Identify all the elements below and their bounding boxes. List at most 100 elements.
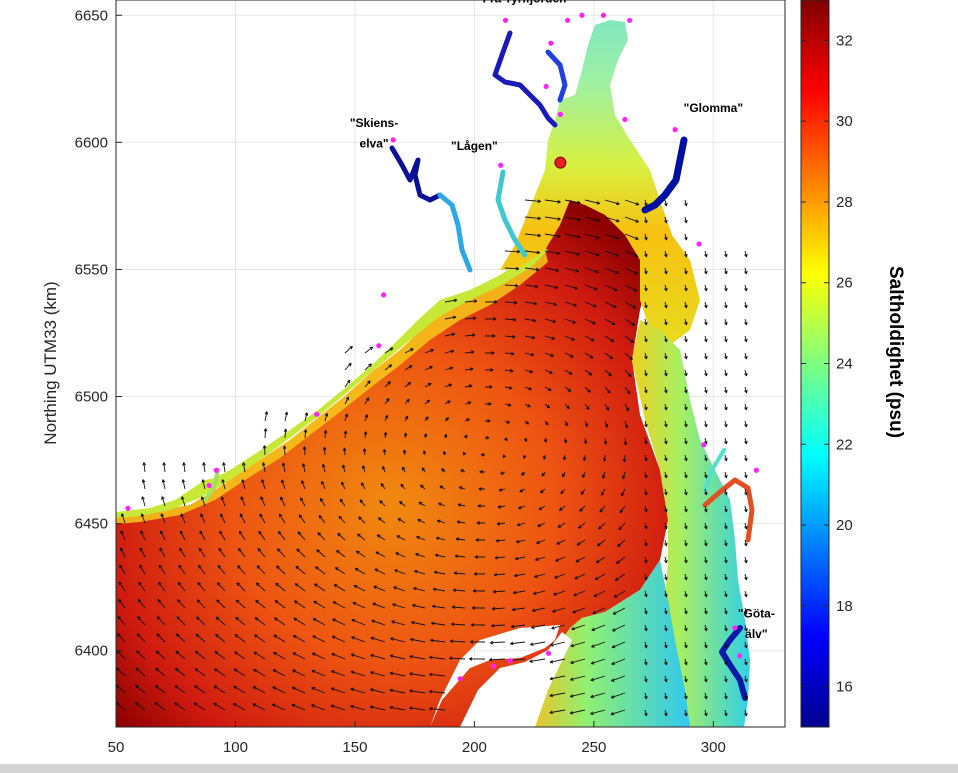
river-mouth-marker (543, 83, 549, 90)
current-arrow (338, 515, 346, 524)
current-arrowhead (623, 441, 628, 446)
current-arrow (233, 685, 246, 694)
current-arrow (121, 513, 126, 524)
current-arrowhead (158, 564, 163, 569)
current-arrow (139, 547, 146, 558)
current-arrow (161, 496, 166, 507)
current-arrowhead (664, 474, 668, 479)
current-arrowhead (280, 496, 284, 501)
current-arrowhead (511, 334, 516, 339)
current-arrowhead (614, 287, 618, 291)
current-arrow (333, 584, 346, 592)
current-arrowhead (174, 685, 179, 689)
current-arrowhead (311, 687, 315, 691)
current-arrowhead (215, 616, 220, 621)
current-arrowhead (704, 253, 708, 258)
current-arrowhead (724, 355, 728, 360)
current-arrowhead (664, 491, 668, 496)
current-arrow (624, 216, 639, 223)
current-arrowhead (630, 339, 635, 343)
current-arrowhead (119, 564, 123, 569)
current-arrow (584, 233, 600, 239)
current-arrow (604, 386, 611, 394)
current-arrowhead (724, 542, 728, 547)
current-arrowhead (432, 587, 437, 592)
current-arrow (193, 702, 206, 711)
current-arrowhead (400, 483, 404, 488)
current-arrow (260, 496, 266, 507)
current-arrowhead (161, 496, 165, 500)
current-arrowhead (493, 317, 497, 321)
current-arrowhead (478, 487, 482, 491)
current-arrow (118, 581, 126, 592)
current-arrowhead (596, 252, 600, 257)
current-arrow (610, 709, 626, 715)
current-arrow (120, 530, 126, 541)
current-arrowhead (575, 269, 579, 273)
current-arrow (389, 706, 406, 711)
current-arrowhead (724, 304, 728, 309)
current-arrow (604, 403, 610, 411)
current-arrowhead (590, 711, 594, 715)
current-arrowhead (624, 424, 629, 429)
current-arrowhead (427, 382, 432, 387)
current-arrow (233, 703, 246, 711)
current-arrow (344, 379, 351, 388)
current-arrowhead (430, 348, 434, 353)
current-arrowhead (574, 575, 579, 580)
current-arrowhead (431, 621, 435, 626)
current-arrowhead (435, 536, 440, 541)
current-arrowhead (292, 635, 297, 639)
current-arrowhead (664, 457, 668, 462)
current-arrowhead (533, 301, 538, 306)
current-arrowhead (704, 712, 708, 717)
river-mouth-marker (627, 17, 633, 23)
current-arrowhead (355, 550, 360, 555)
current-arrow (214, 668, 226, 677)
current-arrowhead (644, 610, 648, 615)
current-arrow (257, 548, 266, 558)
annotations: Fra Tyrifjorden "Skiens-elva" "Lågen" "Glom… (350, 0, 775, 641)
current-arrow (337, 532, 346, 541)
current-arrowhead (237, 547, 242, 552)
current-arrow (530, 641, 546, 646)
current-arrow (456, 521, 466, 524)
current-arrow (350, 705, 366, 711)
current-arrowhead (512, 317, 517, 322)
current-arrowhead (576, 200, 581, 205)
current-arrowhead (492, 589, 497, 594)
current-arrowhead (744, 627, 748, 632)
current-arrowhead (193, 702, 198, 706)
current-arrowhead (222, 462, 226, 466)
current-arrowhead (397, 518, 402, 522)
current-arrow (274, 617, 286, 626)
current-arrowhead (491, 351, 495, 355)
current-arrowhead (282, 445, 287, 450)
current-arrowhead (434, 553, 439, 558)
current-arrowhead (613, 594, 618, 598)
current-arrow (515, 556, 526, 560)
current-arrow (537, 522, 546, 527)
current-arrowhead (684, 219, 688, 224)
current-arrowhead (684, 236, 688, 241)
rivers (203, 30, 755, 701)
current-arrow (613, 590, 626, 598)
current-arrowhead (514, 556, 519, 561)
current-arrow (252, 686, 266, 694)
current-arrow (277, 548, 286, 558)
y-tick-label: 6450 (75, 516, 108, 533)
current-arrow (213, 702, 226, 711)
river-mouth-marker (622, 116, 628, 123)
station-marker (554, 156, 567, 169)
current-arrowhead (345, 396, 350, 401)
current-arrowhead (477, 504, 481, 508)
current-arrow (570, 692, 586, 698)
current-arrow (444, 367, 453, 371)
current-arrowhead (724, 678, 728, 683)
current-arrow (409, 690, 426, 694)
current-arrow (618, 522, 626, 531)
current-arrowhead (260, 496, 264, 500)
current-arrow (313, 600, 326, 609)
current-arrow (409, 673, 426, 677)
current-arrowhead (582, 457, 587, 461)
